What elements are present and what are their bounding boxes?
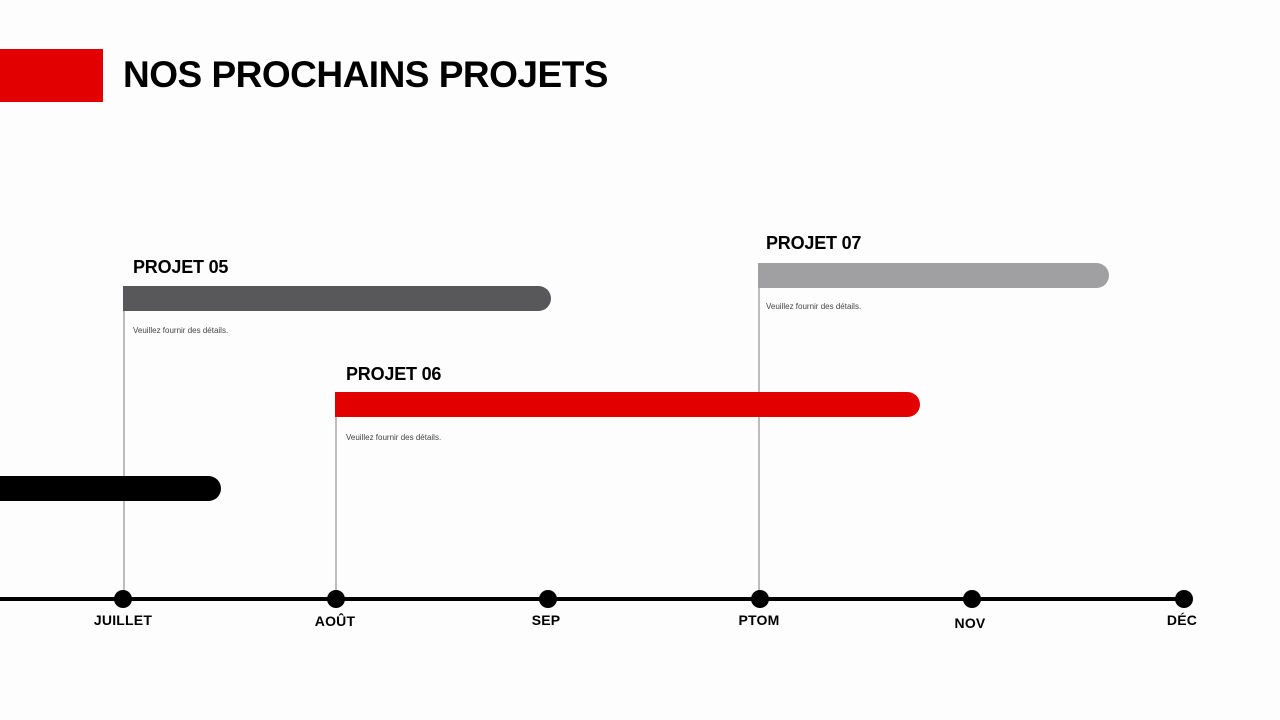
title-accent-block [0,49,103,102]
timeline-label-sep: SEP [531,612,561,628]
project-title-05: PROJET 05 [133,257,229,277]
project-detail-07: Veuillez fournir des détails. [766,302,862,311]
timeline-dot-nov [963,590,981,608]
timeline-label-aout: AOÛT [314,613,356,629]
timeline-dot-aout [327,590,345,608]
timeline-dot-ptom [751,590,769,608]
timeline-dot-juillet [114,590,132,608]
project-bar-05 [123,286,551,311]
project-detail-05: Veuillez fournir des détails. [133,326,229,335]
connector-line-projet-06 [335,404,337,598]
project-bar-07 [758,263,1109,288]
connector-line-projet-07 [758,275,760,598]
timeline-axis [0,597,1190,601]
timeline-label-ptom: PTOM [738,612,780,628]
project-bar-06 [335,392,920,417]
timeline-label-dec: DÉC [1166,612,1198,628]
timeline-dot-dec [1175,590,1193,608]
timeline-label-juillet: JUILLET [93,612,153,628]
project-title-06: PROJET 06 [346,364,442,384]
project-bar-partial [0,476,221,501]
timeline-dot-sep [539,590,557,608]
timeline-label-nov: NOV [954,615,986,631]
connector-line-projet-05 [123,298,125,598]
page-title: NOS PROCHAINS PROJETS [123,54,608,95]
project-detail-06: Veuillez fournir des détails. [346,433,442,442]
project-title-07: PROJET 07 [766,233,862,253]
